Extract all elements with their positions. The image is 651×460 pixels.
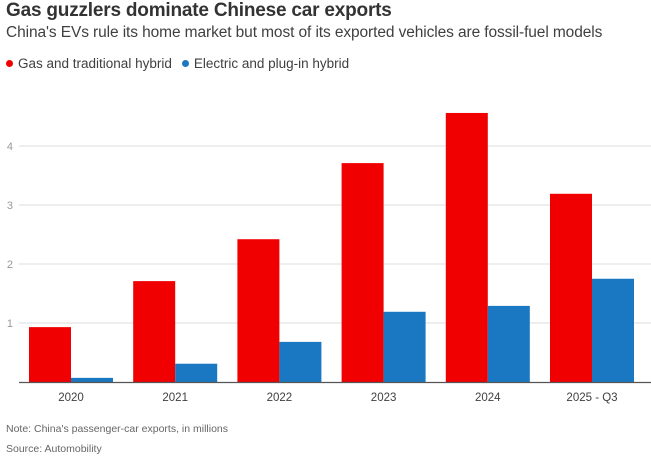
- bar-electric-2020: [71, 377, 113, 382]
- bar-gas-2023: [341, 163, 384, 382]
- bar-electric-2024: [487, 305, 530, 382]
- footnote-note: Note: China's passenger-car exports, in …: [6, 423, 229, 435]
- bar-gas-2021: [133, 281, 176, 382]
- x-tick-label: 2023: [371, 392, 397, 404]
- legend-label-electric: Electric and plug-in hybrid: [193, 56, 350, 71]
- y-tick-label: 4: [7, 141, 13, 153]
- bar-electric-2023: [383, 311, 426, 382]
- legend-item-electric: Electric and plug-in hybrid: [181, 56, 350, 71]
- x-tick-label: 2024: [475, 392, 501, 404]
- bar-gas-2024: [445, 112, 488, 383]
- bar-electric-2022: [279, 341, 322, 382]
- x-tick-label: 2022: [267, 392, 293, 404]
- bar-chart: 1 2 3 4 2020 2021 2022 2023 2024 2025 - Q3: [7, 112, 651, 404]
- chart-subtitle: China's EVs rule its home market but mos…: [6, 24, 603, 41]
- legend-item-gas: Gas and traditional hybrid: [6, 56, 172, 71]
- y-tick-label: 3: [7, 200, 13, 212]
- legend-label-gas: Gas and traditional hybrid: [18, 56, 172, 71]
- legend-dot-electric-icon: [181, 60, 189, 67]
- legend-dot-gas-icon: [6, 60, 13, 67]
- bar-gas-2025-Q3: [550, 193, 592, 382]
- y-tick-label: 1: [7, 318, 13, 330]
- footnote-source: Source: Automobility: [6, 443, 102, 455]
- x-tick-label: 2025 - Q3: [566, 392, 617, 404]
- bar-electric-2025-Q3: [592, 278, 634, 382]
- x-tick-label: 2021: [162, 392, 188, 404]
- bar-electric-2021: [175, 363, 218, 382]
- bar-gas-2020: [29, 327, 71, 382]
- chart-title: Gas guzzlers dominate Chinese car export…: [6, 0, 392, 21]
- legend: Gas and traditional hybrid Electric and …: [6, 56, 359, 71]
- bar-gas-2022: [237, 239, 280, 382]
- y-tick-label: 2: [7, 259, 13, 271]
- x-tick-label: 2020: [58, 392, 84, 404]
